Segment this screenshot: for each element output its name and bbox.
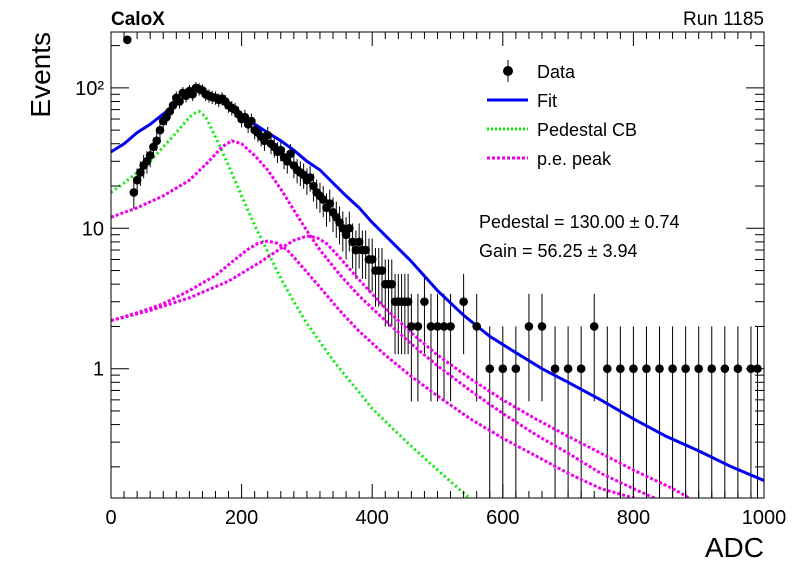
data-point [602,364,612,374]
data-point [576,364,586,374]
data-point [283,156,292,166]
data-point [655,364,664,374]
data-point [348,237,357,247]
axes: 0 200 400 600 800 1000 1 10 10² [75,32,786,529]
data-point [240,112,250,122]
data-point [459,297,468,307]
data-point [589,322,599,331]
data-point [345,223,354,233]
data-point [286,149,295,158]
data-points [123,35,762,374]
data-point [354,237,364,247]
legend-label-fit: Fit [537,91,557,111]
data-point [629,364,638,374]
y-axis-label: Events [25,32,56,118]
data-point [733,364,743,374]
data-point [642,364,651,374]
data-point [498,364,508,374]
legend-label-pe-peak: p.e. peak [537,149,612,169]
gain-result: Gain = 56.25 ± 3.94 [479,241,638,261]
data-point [152,136,162,146]
series-p-e-peak-3 [111,234,693,498]
data-point [485,364,495,374]
data-point [524,322,534,331]
data-point [136,168,145,177]
data-point [188,90,197,99]
data-point [351,245,361,255]
legend-entry-pe-peak: p.e. peak [487,149,612,169]
data-point [511,364,521,374]
legend-label-data: Data [537,62,576,82]
data-point [247,116,256,126]
x-axis-label: ADC [705,532,764,563]
data-point [377,266,387,275]
data-point [168,101,178,110]
x-tick-label: 1000 [742,507,787,529]
series-p-e-peak-1 [111,139,658,498]
data-point [433,322,442,331]
data-point [439,322,449,331]
data-point [681,364,690,374]
series-fit [111,87,764,482]
legend-entry-fit: Fit [487,91,557,111]
data-point [276,145,286,155]
data-point [403,297,413,307]
data-point [175,97,184,106]
data-point [132,175,142,185]
pedestal-result: Pedestal = 130.00 ± 0.74 [479,212,680,232]
data-point [361,245,370,255]
data-point [263,130,273,140]
data-point [341,230,351,240]
legend-entry-pedestal: Pedestal CB [487,120,637,140]
data-point [720,364,730,374]
x-tick-label: 800 [617,507,650,529]
x-tick-label: 0 [105,507,116,529]
data-point [446,322,455,331]
x-tick-label: 200 [225,507,258,529]
data-point [305,173,315,182]
data-point [413,322,423,331]
data-point [563,364,573,374]
data-point [668,364,677,374]
data-point [318,195,328,204]
legend-entry-data: Data [503,60,576,82]
data-point [472,322,481,331]
data-point [367,255,377,264]
y-tick-label: 1 [93,359,104,381]
data-point [407,322,416,331]
run-label: Run 1185 [683,9,764,30]
data-error-bars [124,35,760,498]
y-tick-label: 10² [75,78,104,100]
data-point [309,181,318,191]
data-point [694,364,703,374]
data-point [426,322,436,331]
data-point [537,322,547,331]
data-point [420,297,429,307]
data-point [707,364,717,374]
y-tick-label: 10 [82,218,104,240]
data-point [338,223,348,233]
data-point [387,279,397,289]
data-point [325,199,335,208]
data-point [155,125,165,135]
data-point [123,35,132,45]
data-point [129,188,139,197]
series-pedestal-cb [111,109,473,498]
legend: Data Fit Pedestal CB p.e. peak [487,60,637,169]
legend-data-marker [503,66,513,76]
experiment-label: CaloX [111,9,165,30]
legend-label-pedestal: Pedestal CB [537,120,637,140]
x-tick-label: 600 [486,507,519,529]
data-point [145,151,155,160]
data-point [550,364,560,374]
data-point [616,364,625,374]
x-tick-label: 400 [356,507,389,529]
